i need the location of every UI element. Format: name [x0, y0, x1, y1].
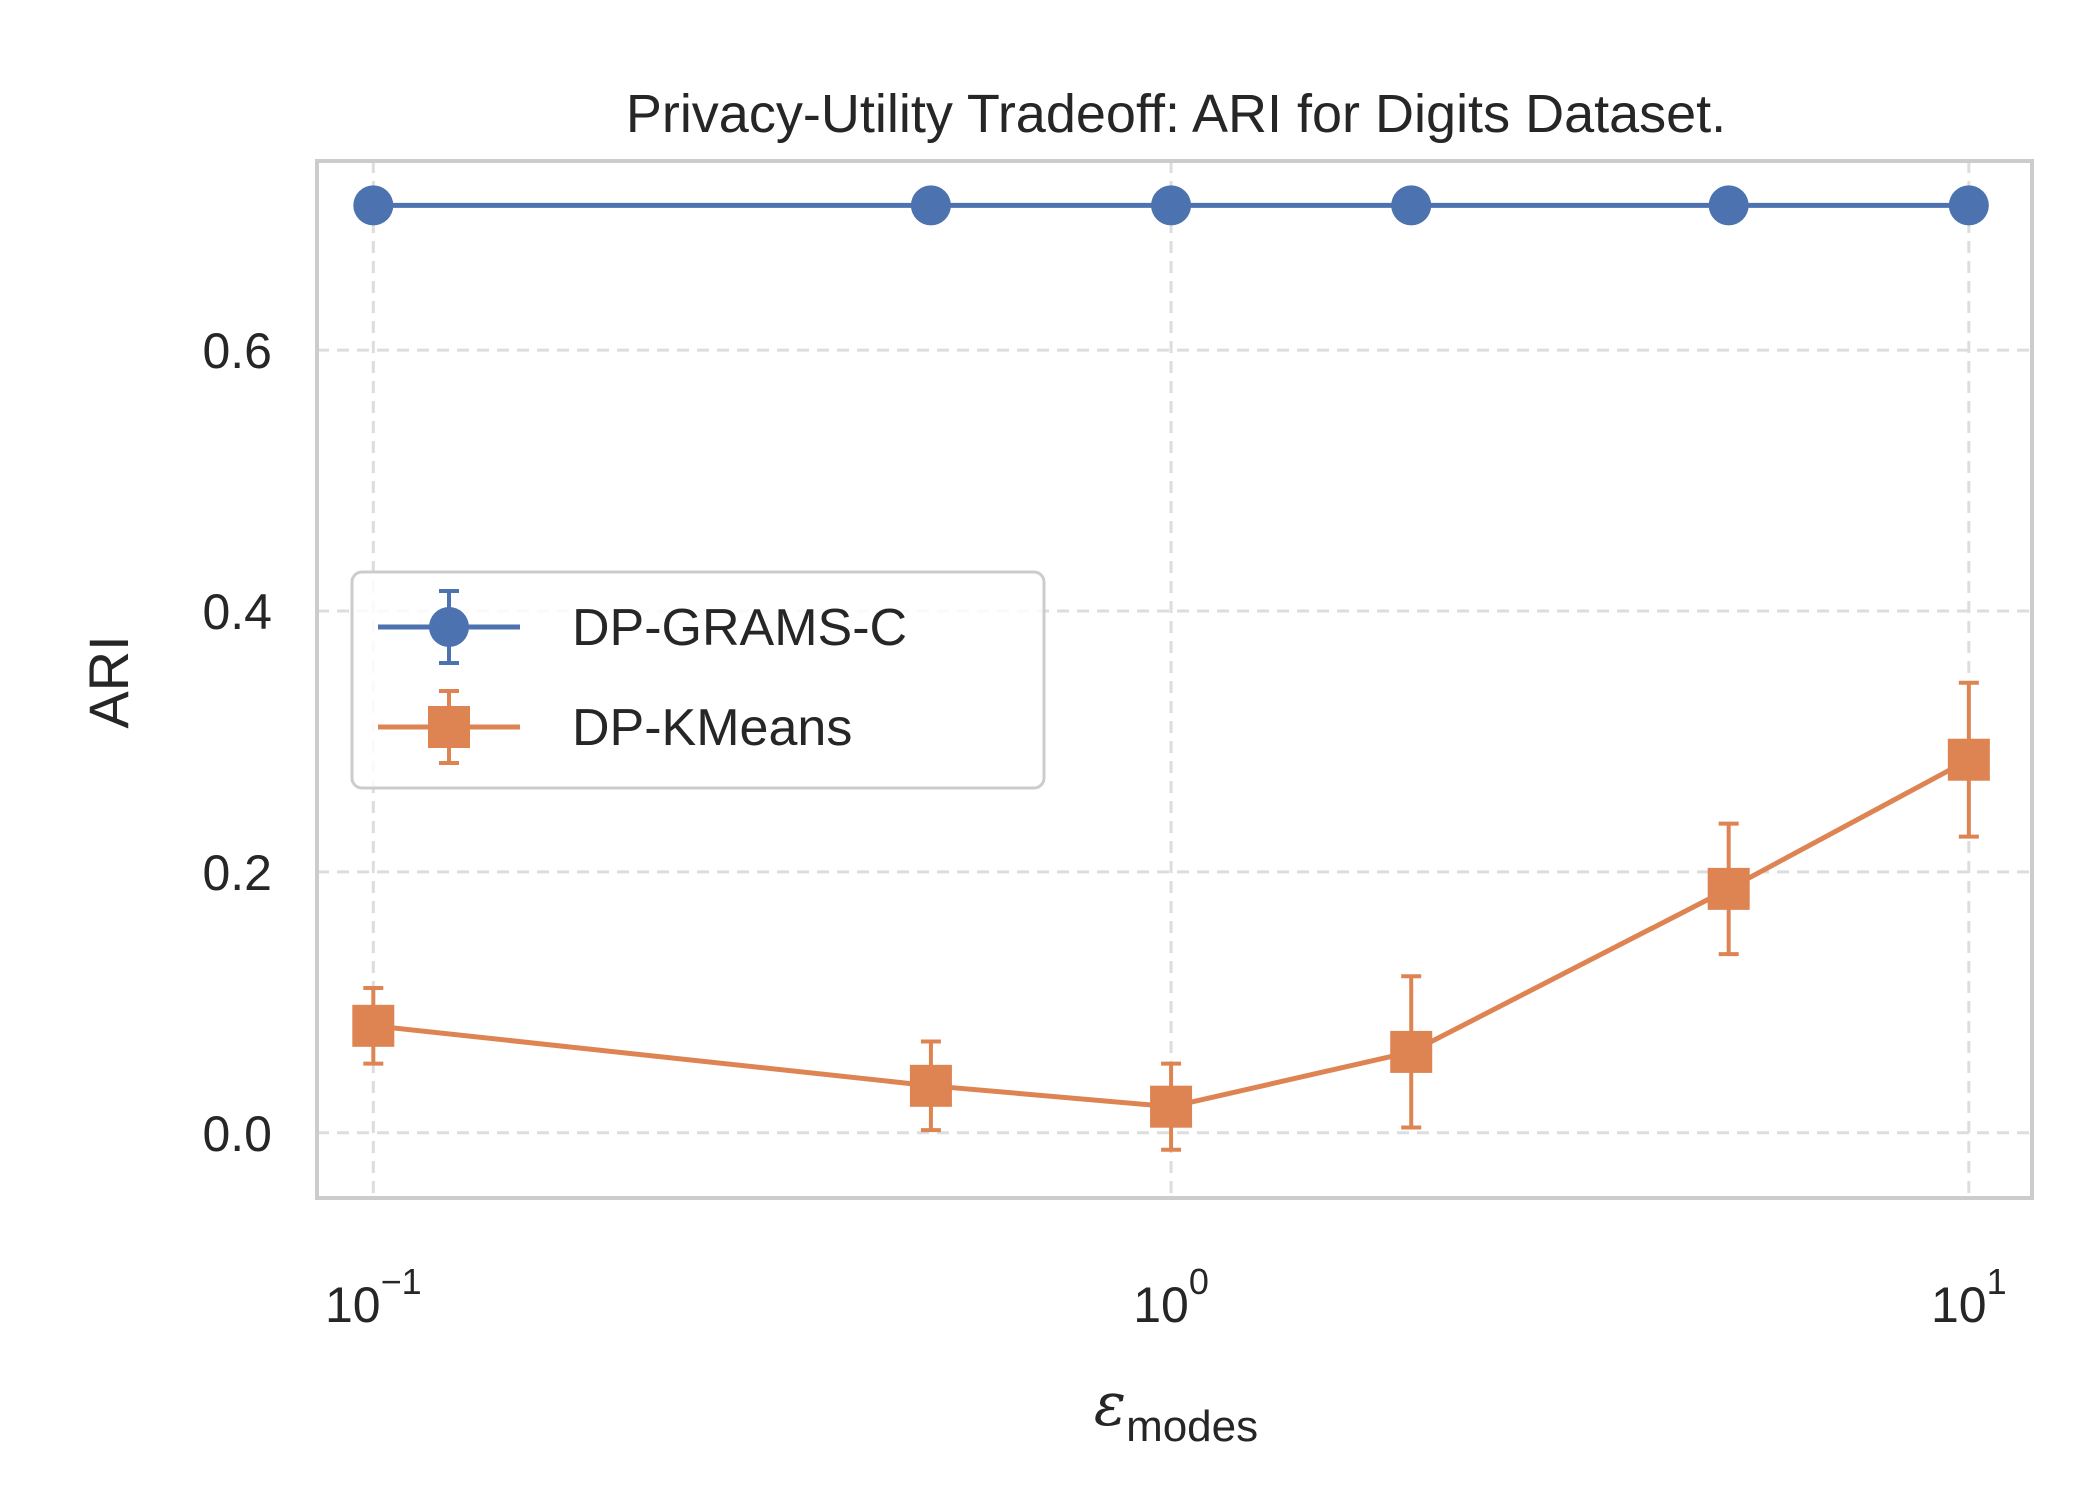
data-point — [1150, 1085, 1193, 1128]
plot-area-frame — [315, 159, 2034, 1200]
series-line — [373, 757, 1971, 1110]
data-point — [910, 185, 951, 226]
y-tick-label: 0.0 — [202, 1106, 272, 1162]
x-tick-label: 101 — [1931, 1261, 2007, 1333]
x-axis-ticks: 10−1 100 101 — [325, 1261, 2007, 1333]
data-point — [1707, 867, 1750, 910]
data-point — [1390, 1030, 1433, 1073]
y-axis-ticks: 0.0 0.2 0.4 0.6 — [202, 323, 272, 1162]
data-point — [909, 1064, 952, 1107]
data-point — [1708, 185, 1749, 226]
series — [352, 185, 1990, 1152]
legend-marker — [428, 706, 470, 748]
data-point — [1947, 738, 1990, 781]
x-tick-base: 10 — [1931, 1277, 1987, 1333]
y-tick-label: 0.6 — [202, 323, 272, 379]
chart-title: Privacy-Utility Tradeoff: ARI for Digits… — [626, 84, 1726, 144]
y-tick-label: 0.2 — [202, 845, 272, 901]
data-point — [353, 185, 394, 226]
x-tick-base: 10 — [1133, 1277, 1189, 1333]
legend-item: DP-GRAMS-C — [378, 589, 907, 665]
y-axis-label: ARI — [77, 635, 140, 728]
series-dp-kmeans — [352, 680, 1990, 1152]
x-tick-exponent: 0 — [1189, 1261, 1209, 1302]
y-tick-label: 0.4 — [202, 584, 272, 640]
x-axis-label-subscript: modes — [1126, 1402, 1258, 1451]
x-axis-label: εmodes — [1094, 1370, 1258, 1451]
data-point — [352, 1004, 395, 1047]
legend-item: DP-KMeans — [378, 689, 852, 765]
x-tick-base: 10 — [325, 1277, 381, 1333]
x-tick-exponent: 1 — [1987, 1261, 2007, 1302]
x-tick-exponent: −1 — [381, 1261, 422, 1302]
x-tick-label: 100 — [1133, 1261, 1209, 1333]
legend-label: DP-GRAMS-C — [572, 599, 907, 657]
legend: DP-GRAMS-C DP-KMeans — [350, 570, 1046, 790]
legend-label: DP-KMeans — [572, 699, 852, 757]
data-point — [1151, 185, 1192, 226]
x-axis-label-symbol: ε — [1094, 1370, 1126, 1440]
x-tick-label: 10−1 — [325, 1261, 422, 1333]
legend-box — [350, 570, 1046, 790]
legend-marker — [429, 607, 469, 647]
data-point — [1948, 185, 1989, 226]
data-point — [1391, 185, 1432, 226]
series-dp-grams-c — [353, 185, 1989, 226]
